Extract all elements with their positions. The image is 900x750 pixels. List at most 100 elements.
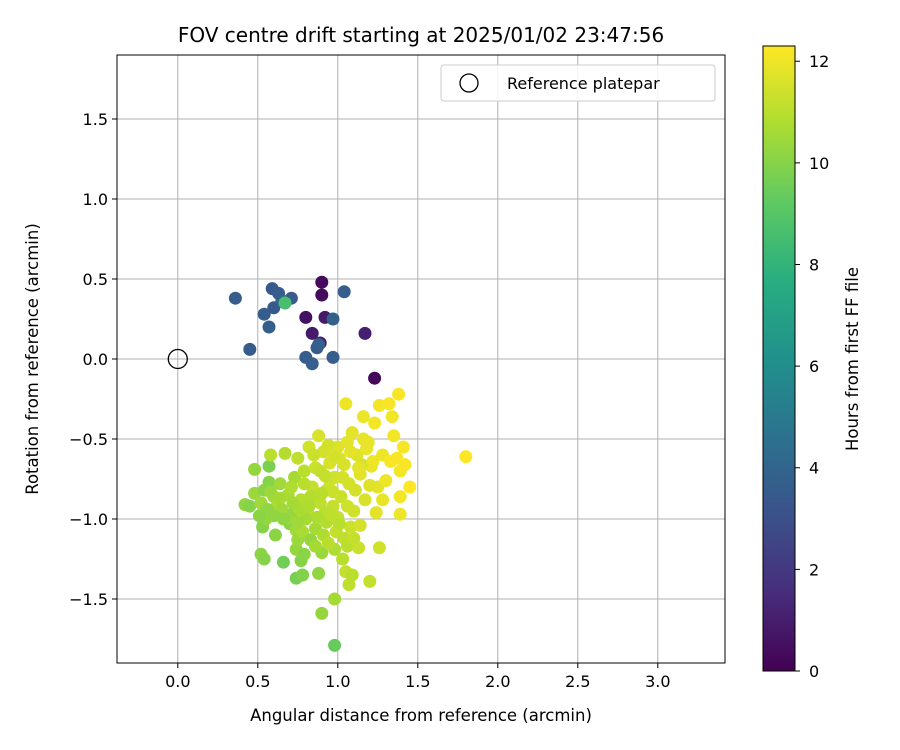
data-point (276, 555, 290, 569)
data-point (379, 474, 393, 488)
data-point (336, 470, 350, 484)
colorbar-tick-label: 2 (809, 560, 819, 579)
data-point (257, 307, 271, 321)
data-point (296, 525, 310, 539)
data-point (345, 568, 359, 582)
data-point (393, 490, 407, 504)
y-tick-label: −1.5 (69, 590, 108, 609)
data-point (382, 397, 396, 411)
data-point (243, 499, 257, 513)
x-axis-label: Angular distance from reference (arcmin) (250, 706, 592, 725)
data-point (296, 568, 310, 582)
colorbar-tick-label: 4 (809, 459, 819, 478)
data-point (262, 459, 276, 473)
data-point (276, 512, 290, 526)
data-point (340, 499, 354, 513)
data-point (398, 458, 412, 472)
data-point (363, 478, 377, 492)
data-point (328, 638, 342, 652)
scatter-points (228, 275, 473, 652)
data-point (352, 461, 366, 475)
colorbar-frame (762, 45, 796, 672)
x-tick-label: 1.0 (325, 672, 350, 691)
data-point (393, 507, 407, 521)
data-point (291, 451, 305, 465)
chart-title: FOV centre drift starting at 2025/01/02 … (178, 23, 664, 47)
data-point (321, 438, 335, 452)
colorbar-tick-label: 6 (809, 357, 819, 376)
data-point (312, 429, 326, 443)
data-point (353, 518, 367, 532)
y-tick-label: −1.0 (69, 510, 108, 529)
data-point (315, 288, 329, 302)
data-point (328, 450, 342, 464)
data-point (228, 291, 242, 305)
data-point (297, 547, 311, 561)
data-point (358, 326, 372, 340)
y-axis-label: Rotation from reference (arcmin) (23, 223, 42, 495)
reference-point-marker (167, 348, 188, 370)
data-point (268, 528, 282, 542)
data-point (307, 448, 321, 462)
x-tick-label: 3.0 (645, 672, 670, 691)
data-point (376, 493, 390, 507)
data-point (257, 552, 271, 566)
data-point (326, 485, 340, 499)
data-point (315, 486, 329, 500)
data-point (299, 310, 313, 324)
data-point (318, 469, 332, 483)
data-point (278, 296, 292, 310)
data-point (312, 566, 326, 580)
data-point (337, 531, 351, 545)
data-point (336, 552, 350, 566)
legend-reference-marker (459, 73, 479, 93)
data-point (385, 410, 399, 424)
data-point (328, 592, 342, 606)
data-point (291, 515, 305, 529)
data-point (284, 480, 298, 494)
y-tick-label: 1.5 (83, 110, 108, 129)
data-point (321, 536, 335, 550)
data-point (313, 496, 327, 510)
data-point (387, 429, 401, 443)
data-point (304, 490, 318, 504)
data-point (337, 285, 351, 299)
data-point (286, 496, 300, 510)
data-point (252, 509, 266, 523)
reference-marker-layer (167, 348, 188, 370)
x-tick-label: 0.0 (165, 672, 190, 691)
data-point (262, 320, 276, 334)
legend-box (440, 64, 716, 102)
data-point (348, 483, 362, 497)
data-point (358, 493, 372, 507)
data-point (372, 398, 386, 412)
data-point (262, 475, 276, 489)
x-tick-label: 0.5 (245, 672, 270, 691)
data-point (305, 326, 319, 340)
data-point (297, 477, 311, 491)
x-tick-label: 2.5 (565, 672, 590, 691)
data-point (324, 509, 338, 523)
data-point (310, 510, 324, 524)
data-point (315, 606, 329, 620)
data-point (372, 541, 386, 555)
x-tick-label: 2.0 (485, 672, 510, 691)
data-point (366, 454, 380, 468)
data-point (369, 506, 383, 520)
legend-entry-reference: Reference platepar (507, 74, 660, 93)
data-point (305, 357, 319, 371)
colorbar-tick-label: 8 (809, 255, 819, 274)
data-point (363, 574, 377, 588)
colorbar-label: Hours from first FF file (843, 267, 862, 451)
colorbar-tick-label: 12 (809, 52, 829, 71)
colorbar-ticks: 0 2 4 6 8 10 12 (795, 52, 829, 681)
data-point (345, 426, 359, 440)
data-point (384, 454, 398, 468)
data-point (352, 541, 366, 555)
colorbar-tick-label: 10 (809, 154, 829, 173)
data-point (315, 275, 329, 289)
legend: Reference platepar (440, 64, 716, 102)
data-point (243, 342, 257, 356)
